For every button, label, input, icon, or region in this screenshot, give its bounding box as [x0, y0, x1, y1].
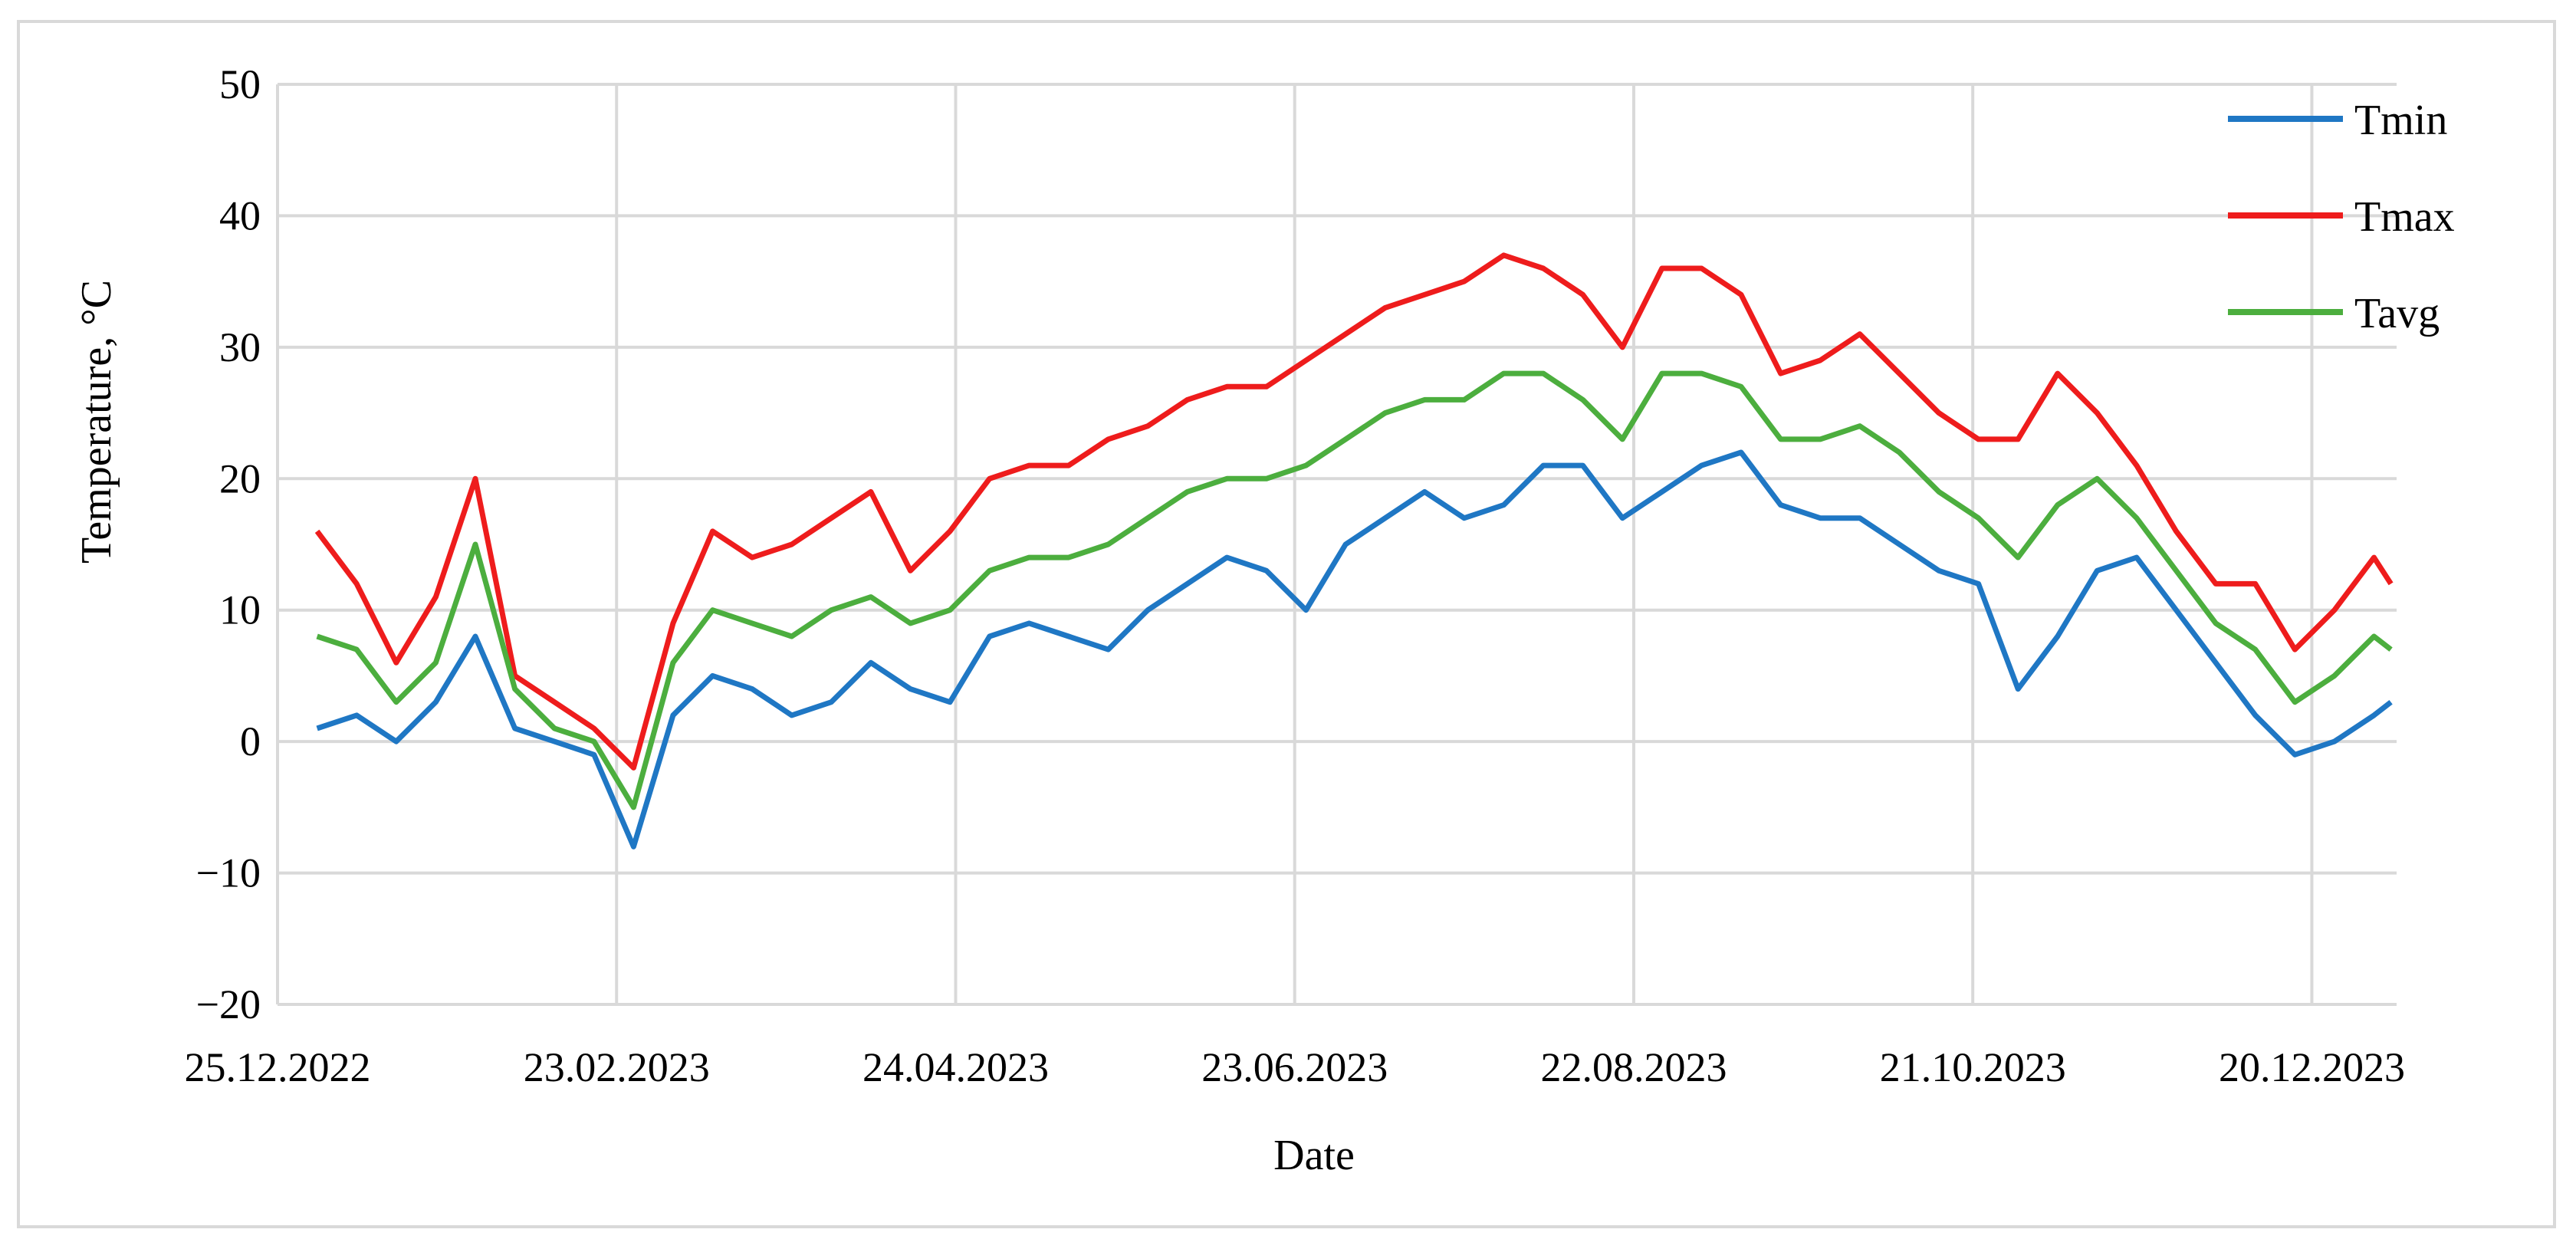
- y-axis-title: Temperature, °C: [73, 280, 120, 564]
- y-tick-label: 20: [219, 455, 261, 501]
- x-tick-label: 22.08.2023: [1540, 1044, 1727, 1090]
- legend: Tmin Tmax Tavg: [2228, 97, 2455, 337]
- y-tick-label: 0: [240, 718, 261, 764]
- y-tick-labels: 50 40 30 20 10 0 −10 −20: [196, 61, 261, 1027]
- legend-label-tmin: Tmin: [2354, 97, 2447, 144]
- x-axis-title: Date: [1273, 1132, 1355, 1179]
- legend-label-tavg: Tavg: [2354, 290, 2440, 337]
- y-tick-label: −20: [196, 981, 261, 1027]
- x-tick-labels: 25.12.2022 23.02.2023 24.04.2023 23.06.2023…: [185, 1044, 2405, 1090]
- grid-lines: [276, 83, 2397, 1006]
- legend-label-tmax: Tmax: [2354, 193, 2455, 241]
- y-tick-label: 10: [219, 587, 261, 633]
- y-tick-label: 50: [219, 61, 261, 107]
- series-lines: [314, 252, 2394, 850]
- x-tick-label: 23.06.2023: [1201, 1044, 1388, 1090]
- x-tick-label: 24.04.2023: [863, 1044, 1049, 1090]
- y-tick-label: 40: [219, 192, 261, 238]
- x-tick-label: 20.12.2023: [2219, 1044, 2405, 1090]
- series-line-tavg: [316, 370, 2393, 810]
- x-tick-label: 25.12.2022: [185, 1044, 371, 1090]
- series-line-tmin: [316, 449, 2393, 850]
- x-tick-label: 23.02.2023: [524, 1044, 710, 1090]
- temperature-line-chart: 50 40 30 20 10 0 −10 −20 25.12.2022 23.02.2023 24…: [73, 61, 2455, 1179]
- chart-frame: 50 40 30 20 10 0 −10 −20 25.12.2022 23.02.2023 24…: [17, 20, 2556, 1228]
- y-tick-label: −10: [196, 850, 261, 896]
- series-line-tmax: [314, 252, 2394, 771]
- x-tick-label: 21.10.2023: [1880, 1044, 2066, 1090]
- y-tick-label: 30: [219, 324, 261, 370]
